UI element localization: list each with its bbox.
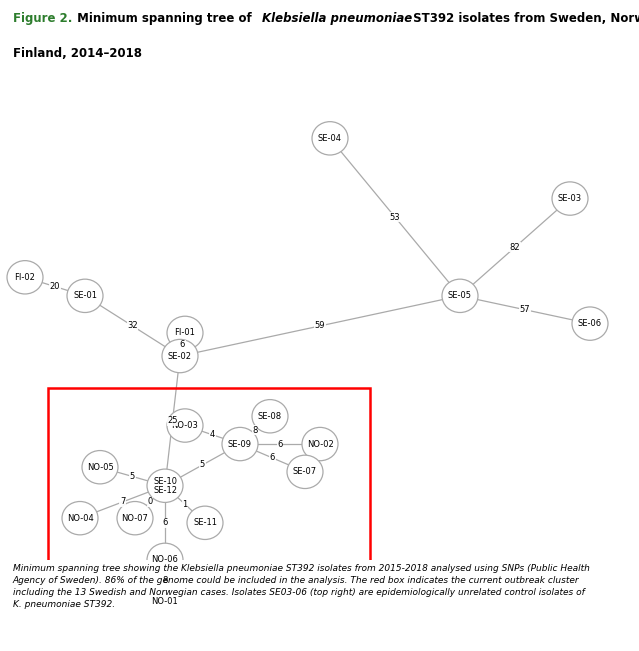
Text: 53: 53 [390,213,400,221]
Text: 7: 7 [120,497,125,506]
Text: SE-09: SE-09 [228,439,252,449]
Circle shape [82,450,118,484]
Text: SE-08: SE-08 [258,412,282,421]
Text: 4: 4 [210,430,215,439]
Circle shape [252,400,288,433]
Text: Finland, 2014–2018: Finland, 2014–2018 [13,47,142,60]
Circle shape [187,506,223,540]
Text: 32: 32 [127,322,138,331]
Text: FI-02: FI-02 [15,273,35,282]
Text: 57: 57 [520,305,530,314]
Text: 6: 6 [162,518,167,527]
Circle shape [147,543,183,577]
Text: SE-05: SE-05 [448,292,472,300]
Text: SE-06: SE-06 [578,319,602,328]
Text: 5: 5 [200,460,205,469]
Circle shape [147,469,183,503]
Circle shape [7,260,43,294]
Text: NO-03: NO-03 [171,421,199,430]
Circle shape [147,585,183,618]
Text: NO-06: NO-06 [151,555,178,564]
Text: Klebsiella pneumoniae: Klebsiella pneumoniae [262,12,412,25]
Circle shape [167,409,203,442]
Text: SE-02: SE-02 [168,352,192,361]
Text: 6: 6 [277,439,282,449]
Circle shape [167,316,203,350]
Text: 25: 25 [167,417,178,425]
Circle shape [117,501,153,535]
Circle shape [302,428,338,461]
Text: 0: 0 [148,497,153,506]
Circle shape [572,307,608,340]
Circle shape [312,122,348,155]
Text: SE-12: SE-12 [153,486,177,495]
Text: ST392 isolates from Sweden, Norway and: ST392 isolates from Sweden, Norway and [409,12,639,25]
Circle shape [62,501,98,535]
Text: 6: 6 [180,340,185,349]
Text: FI-01: FI-01 [174,328,196,337]
Bar [48,389,370,625]
Text: 6: 6 [270,454,275,462]
Circle shape [67,279,103,312]
Text: SE-03: SE-03 [558,194,582,203]
Text: NO-04: NO-04 [66,514,93,523]
Text: SE-01: SE-01 [73,292,97,300]
Text: NO-07: NO-07 [121,514,148,523]
Circle shape [552,182,588,215]
Text: SE-07: SE-07 [293,467,317,477]
Text: NO-05: NO-05 [87,463,113,472]
Text: Minimum spanning tree of: Minimum spanning tree of [73,12,256,25]
Text: 8: 8 [162,576,167,585]
Text: 20: 20 [50,282,60,291]
Circle shape [442,279,478,312]
Text: 1: 1 [182,500,188,509]
Text: NO-02: NO-02 [307,439,334,449]
Text: 59: 59 [315,322,325,331]
Text: Figure 2.: Figure 2. [13,12,72,25]
Circle shape [162,339,198,373]
Text: 8: 8 [252,426,258,435]
Text: NO-01: NO-01 [151,597,178,606]
Text: 82: 82 [510,243,520,252]
Text: Minimum spanning tree showing the Klebsiella pneumoniae ST392 isolates from 2015: Minimum spanning tree showing the Klebsi… [13,564,590,609]
Circle shape [222,428,258,461]
Text: SE-10: SE-10 [153,477,177,486]
Text: SE-04: SE-04 [318,134,342,143]
Circle shape [287,455,323,488]
Text: 5: 5 [130,472,135,481]
Text: SE-11: SE-11 [193,518,217,527]
